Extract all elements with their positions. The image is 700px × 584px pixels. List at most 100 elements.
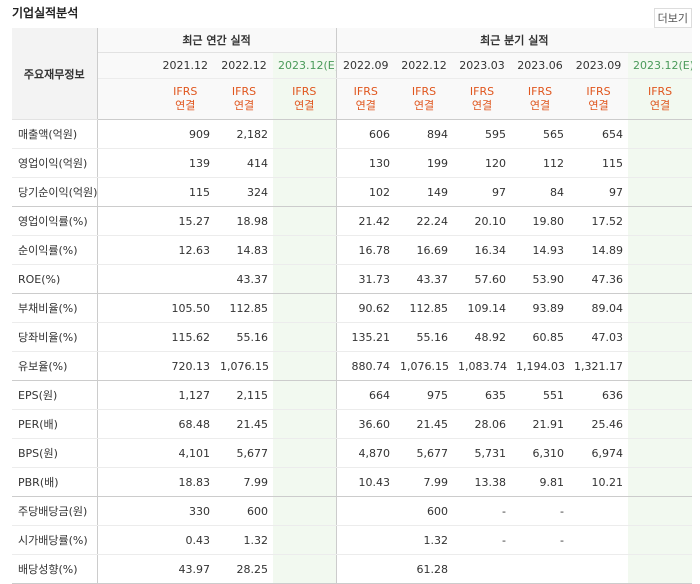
- row-label: EPS(원): [12, 380, 98, 410]
- value-cell: 43.37: [395, 264, 454, 294]
- value-cell: 654: [569, 119, 629, 149]
- value-cell: 93.89: [511, 293, 570, 323]
- value-cell: 16.78: [336, 235, 396, 265]
- value-cell: 636: [569, 380, 629, 410]
- section-header: 최근 연간 실적: [97, 28, 337, 53]
- row-label: 영업이익률(%): [12, 206, 98, 236]
- data-row: BPS(원) 4,101 5,677 4,870 5,677 5,731 6,310 6,97…: [12, 438, 693, 468]
- value-cell: [628, 438, 693, 468]
- value-cell: 17.52: [569, 206, 629, 236]
- value-cell: 22.24: [395, 206, 454, 236]
- row-label: 영업이익(억원): [12, 148, 98, 178]
- value-cell: 14.83: [215, 235, 273, 265]
- data-row: 당기순이익(억원) 115 324 102 149 97 84 97: [12, 177, 693, 207]
- value-cell: 10.21: [569, 467, 629, 497]
- value-cell: [273, 351, 337, 381]
- value-cell: 90.62: [336, 293, 396, 323]
- value-cell: 18.98: [215, 206, 273, 236]
- data-row: EPS(원) 1,127 2,115 664 975 635 551 636: [12, 380, 693, 410]
- value-cell: [336, 496, 396, 526]
- value-cell: 5,677: [395, 438, 454, 468]
- value-cell: [336, 554, 396, 584]
- value-cell: 84: [511, 177, 570, 207]
- section-header: 최근 분기 실적: [336, 28, 693, 53]
- value-cell: [273, 467, 337, 497]
- value-cell: 21.45: [395, 409, 454, 439]
- value-cell: [628, 322, 693, 352]
- value-cell: 6,310: [511, 438, 570, 468]
- value-cell: 4,870: [336, 438, 396, 468]
- value-cell: 102: [336, 177, 396, 207]
- row-label: BPS(원): [12, 438, 98, 468]
- value-cell: 1,076.15: [395, 351, 454, 381]
- value-cell: 60.85: [511, 322, 570, 352]
- row-label: 당기순이익(억원): [12, 177, 98, 207]
- value-cell: 89.04: [569, 293, 629, 323]
- basis-text: 연결: [588, 99, 609, 112]
- value-cell: 551: [511, 380, 570, 410]
- value-cell: [97, 264, 215, 294]
- value-cell: 21.42: [336, 206, 396, 236]
- row-label: 배당성향(%): [12, 554, 98, 584]
- basis-text: IFRS: [469, 85, 495, 98]
- value-cell: 47.03: [569, 322, 629, 352]
- basis-text: 연결: [649, 99, 671, 112]
- value-cell: 1.32: [215, 525, 273, 555]
- data-row: 부채비율(%) 105.50 112.85 90.62 112.85 109.14 93.8…: [12, 293, 693, 323]
- value-cell: 53.90: [511, 264, 570, 294]
- value-cell: 19.80: [511, 206, 570, 236]
- value-cell: 61.28: [395, 554, 454, 584]
- data-row: 매출액(억원) 909 2,182 606 894 595 565 654: [12, 119, 693, 149]
- value-cell: 606: [336, 119, 396, 149]
- value-cell: 635: [453, 380, 512, 410]
- value-cell: 28.25: [215, 554, 273, 584]
- basis-text: IFRS: [292, 85, 317, 98]
- value-cell: [273, 293, 337, 323]
- period-header: 2021.12: [97, 52, 215, 79]
- row-label: PBR(배): [12, 467, 98, 497]
- value-cell: [273, 554, 337, 584]
- value-cell: 97: [569, 177, 629, 207]
- value-cell: 720.13: [97, 351, 215, 381]
- value-cell: 565: [511, 119, 570, 149]
- value-cell: 1,194.03: [511, 351, 570, 381]
- data-row: 시가배당률(%) 0.43 1.32 1.32- -: [12, 525, 693, 555]
- row-label: ROE(%): [12, 264, 98, 294]
- value-cell: -: [453, 525, 512, 555]
- basis-text: 연결: [233, 99, 255, 112]
- value-cell: 1,321.17: [569, 351, 629, 381]
- basis-header: IFRS 연결: [273, 78, 337, 120]
- period-header: 2023.12(E): [628, 52, 693, 79]
- value-cell: [628, 380, 693, 410]
- basis-text: 연결: [471, 99, 493, 112]
- data-row: 영업이익(억원) 139 414 130 199 120 112 115: [12, 148, 693, 178]
- value-cell: 595: [453, 119, 512, 149]
- value-cell: [569, 525, 629, 555]
- row-label: 주당배당금(원): [12, 496, 98, 526]
- value-cell: 16.69: [395, 235, 454, 265]
- period-header: 2022.12: [215, 52, 273, 79]
- value-cell: [628, 525, 693, 555]
- row-label: 유보율(%): [12, 351, 98, 381]
- value-cell: 18.83: [97, 467, 215, 497]
- value-cell: 55.16: [395, 322, 454, 352]
- value-cell: 7.99: [395, 467, 454, 497]
- value-cell: 25.46: [569, 409, 629, 439]
- period-header: 2023.06: [511, 52, 570, 79]
- value-cell: 43.37: [215, 264, 273, 294]
- value-cell: [628, 177, 693, 207]
- value-cell: 115: [97, 177, 215, 207]
- basis-header: IFRS 연결: [336, 78, 396, 120]
- value-cell: [628, 206, 693, 236]
- basis-header: IFRS 연결: [453, 78, 512, 120]
- data-row: 영업이익률(%) 15.27 18.98 21.42 22.24 20.10 19.80 17…: [12, 206, 693, 236]
- value-cell: [628, 409, 693, 439]
- more-link[interactable]: 더보기: [653, 8, 692, 28]
- period-header: 2022.09: [336, 52, 396, 79]
- value-cell: 5,677: [215, 438, 273, 468]
- value-cell: 1,127: [97, 380, 215, 410]
- value-cell: 7.99: [215, 467, 273, 497]
- data-row: 배당성향(%) 43.97 28.25 61.28: [12, 554, 693, 584]
- value-cell: [273, 525, 337, 555]
- value-cell: [628, 293, 693, 323]
